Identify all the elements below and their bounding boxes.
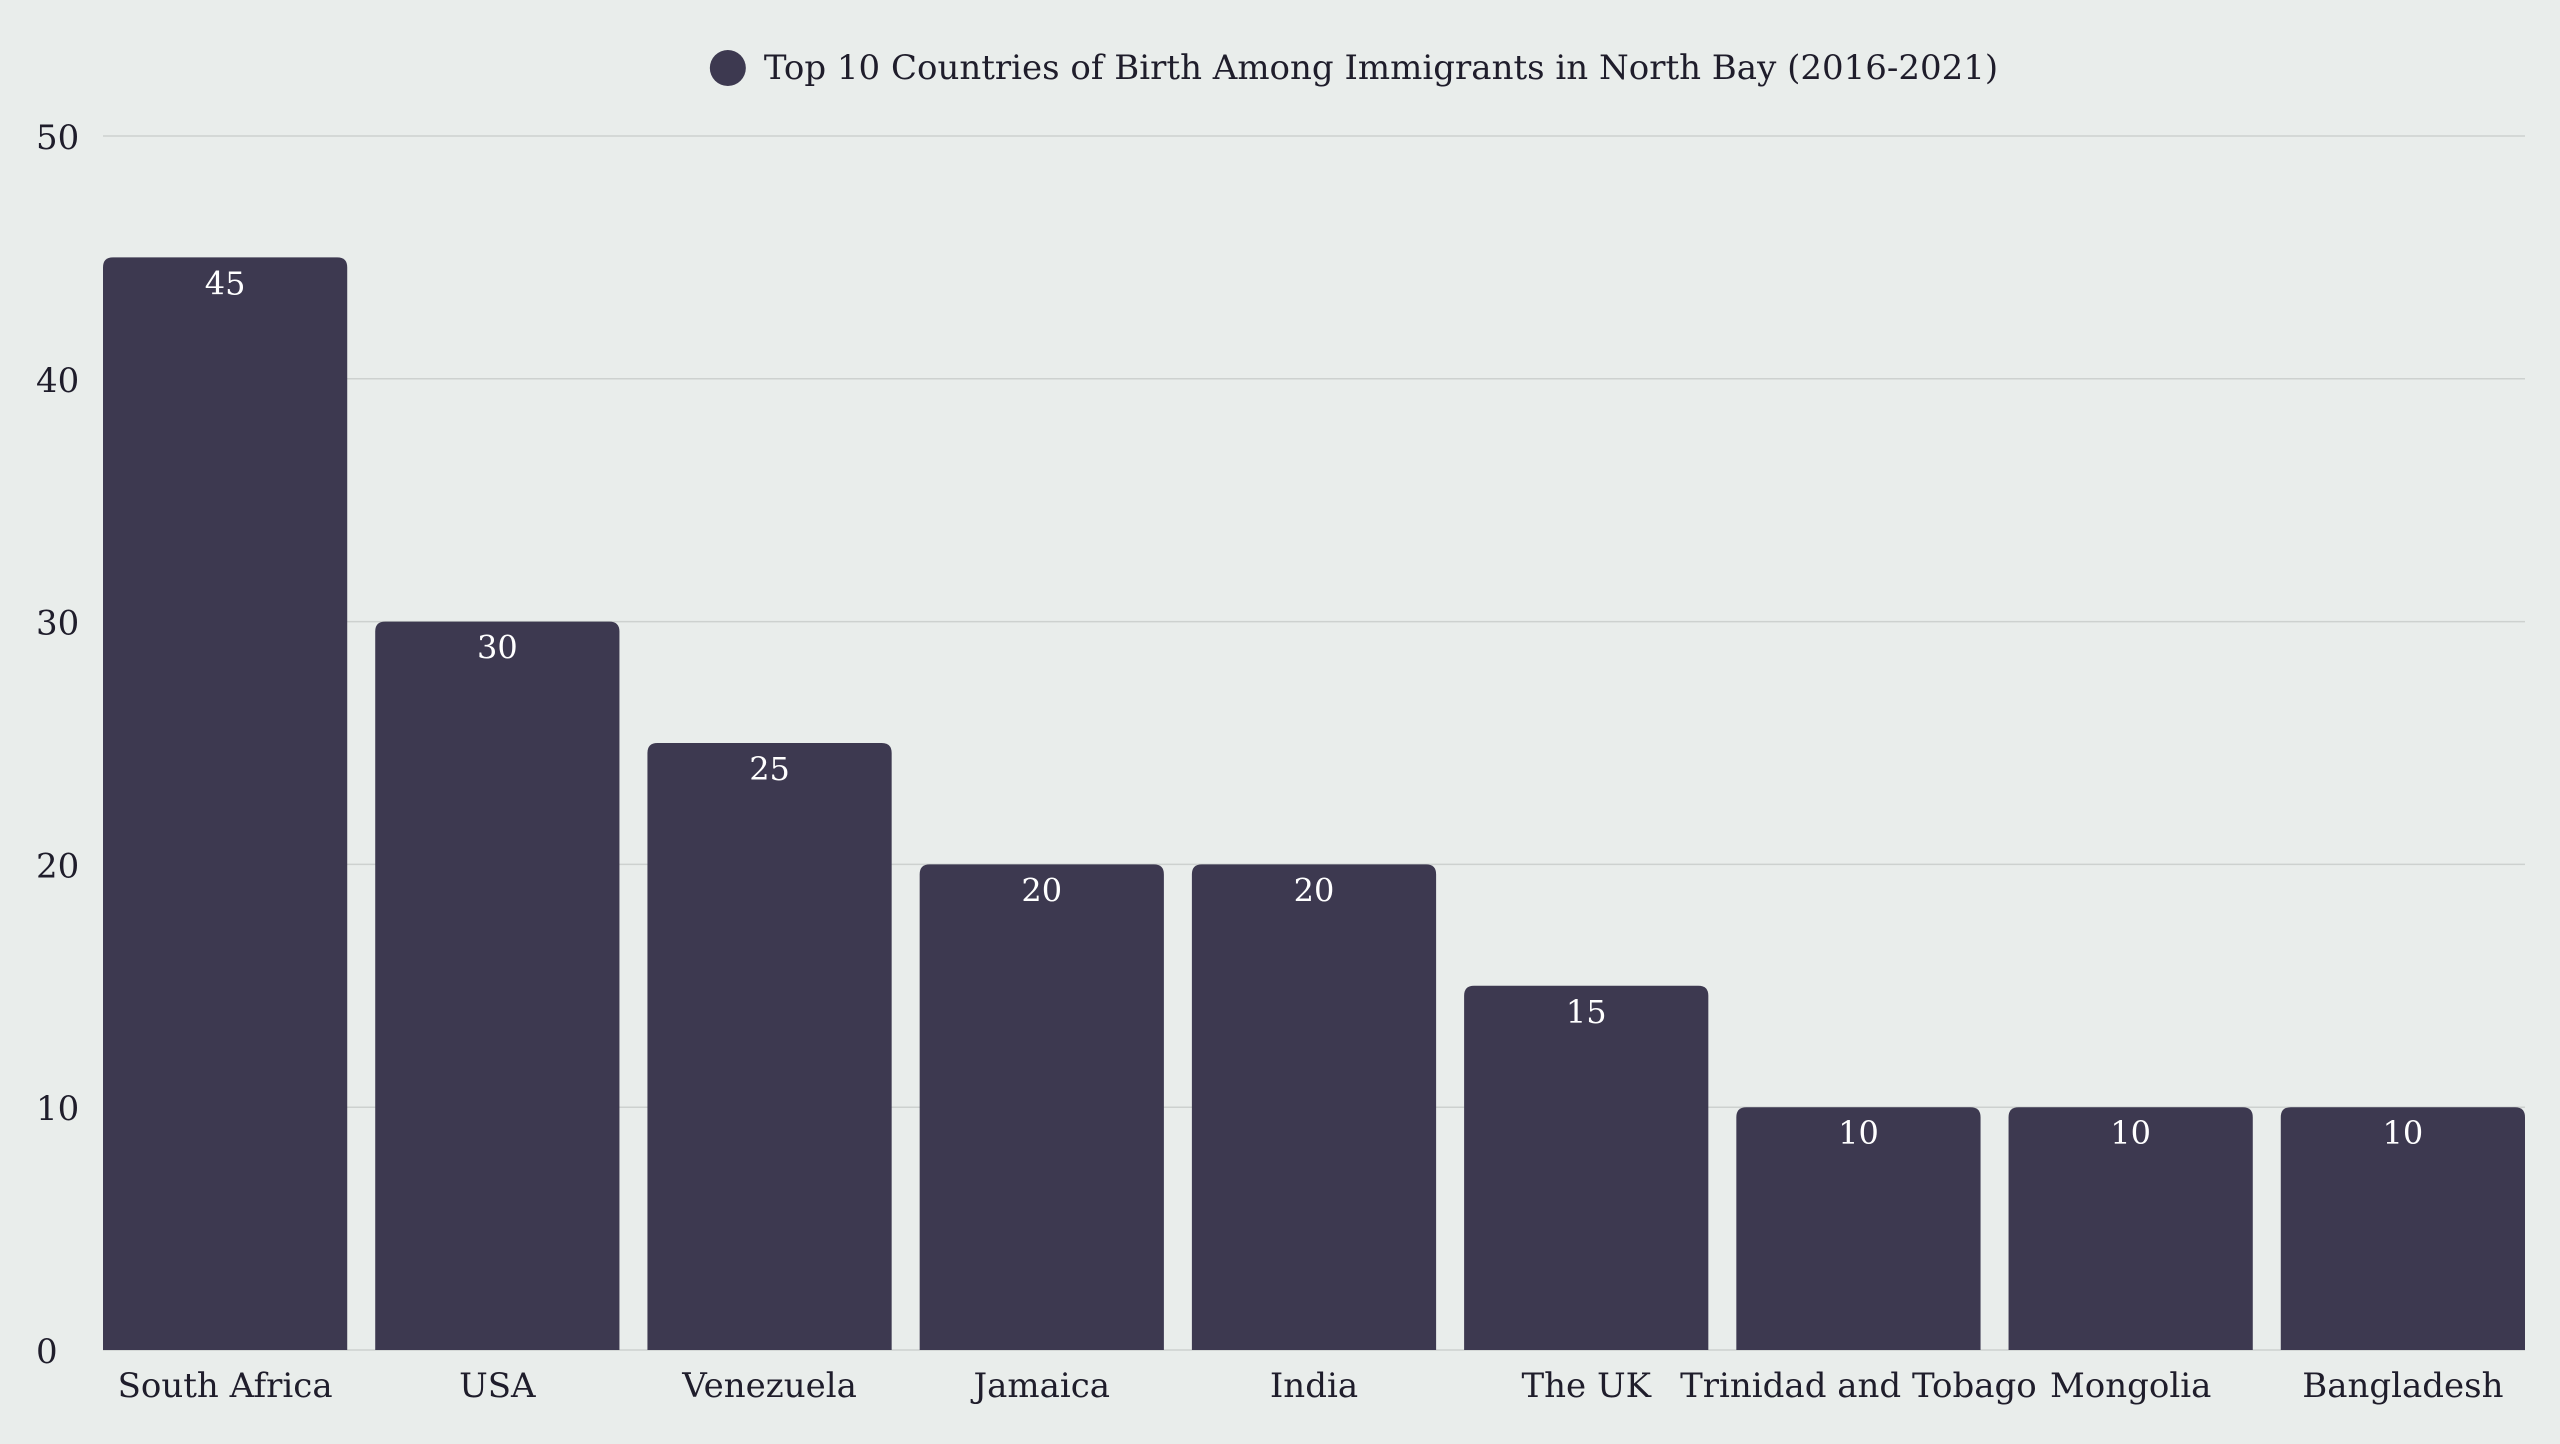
legend-marker — [709, 50, 746, 86]
bar[interactable] — [103, 257, 348, 1350]
bar[interactable] — [919, 864, 1164, 1350]
bar[interactable] — [2280, 1107, 2525, 1350]
bar[interactable] — [1191, 864, 1437, 1350]
x-tick-label: Bangladesh — [2302, 1366, 2503, 1406]
bar-value-label: 10 — [2383, 1114, 2424, 1152]
y-axis-ticks: 0 10 20 30 40 50 — [36, 118, 79, 1372]
bar[interactable] — [1736, 1107, 1981, 1350]
x-tick-label: Jamaica — [970, 1366, 1110, 1406]
bar-value-label: 30 — [477, 629, 518, 667]
bar-value-label: 15 — [1566, 993, 1607, 1031]
bar-value-label: 10 — [1838, 1114, 1879, 1152]
bar[interactable] — [647, 743, 892, 1350]
bar-value-label: 20 — [1294, 871, 1335, 909]
bar-value-label: 10 — [2110, 1114, 2151, 1152]
y-tick-label: 50 — [36, 118, 79, 158]
x-tick-label: Trinidad and Tobago — [1680, 1366, 2037, 1406]
y-tick-label: 20 — [36, 846, 79, 886]
x-tick-label: The UK — [1521, 1366, 1651, 1406]
bar[interactable] — [2008, 1107, 2253, 1350]
x-tick-label: India — [1270, 1366, 1358, 1406]
bar-value-label: 45 — [205, 264, 246, 302]
y-tick-label: 30 — [36, 604, 79, 644]
y-tick-label: 0 — [36, 1332, 58, 1372]
x-axis-ticks: South Africa USA Venezuela Jamaica India The … — [118, 1366, 2504, 1406]
x-tick-label: USA — [459, 1366, 536, 1406]
bar[interactable] — [375, 621, 620, 1350]
bar-value-label: 20 — [1021, 871, 1062, 909]
legend[interactable]: Top 10 Countries of Birth Among Immigran… — [709, 48, 1998, 88]
bar-value-label: 25 — [749, 750, 790, 788]
bars: 45 30 25 20 20 15 10 10 10 — [103, 257, 2525, 1350]
bar[interactable] — [1464, 985, 1709, 1350]
y-tick-label: 40 — [36, 361, 79, 401]
legend-label: Top 10 Countries of Birth Among Immigran… — [764, 48, 1998, 88]
y-tick-label: 10 — [36, 1089, 79, 1129]
x-tick-label: South Africa — [118, 1366, 333, 1406]
x-tick-label: Venezuela — [681, 1366, 857, 1406]
x-tick-label: Mongolia — [2050, 1366, 2211, 1406]
